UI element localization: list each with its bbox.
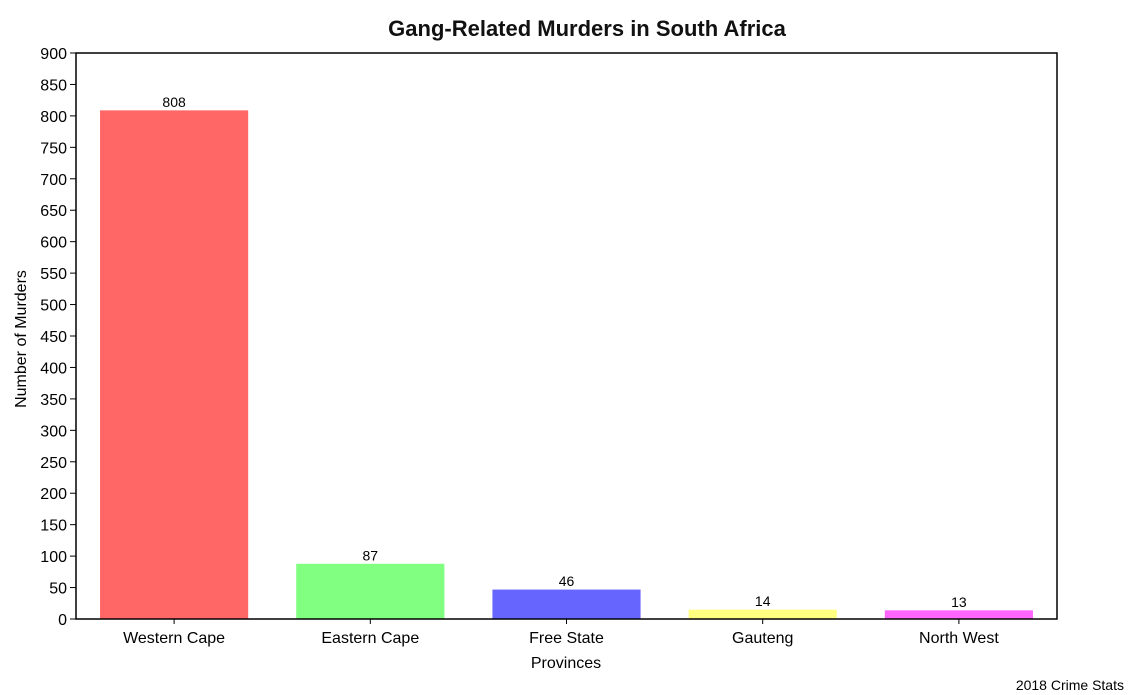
y-tick-label: 900	[40, 46, 67, 63]
y-tick-label: 500	[40, 298, 67, 315]
x-tick-label: Eastern Cape	[321, 630, 419, 647]
y-tick-label: 550	[40, 266, 67, 283]
x-tick-label: Free State	[529, 630, 604, 647]
bar	[296, 563, 445, 620]
data-label: 46	[559, 573, 575, 589]
data-label: 14	[755, 593, 771, 609]
bar	[884, 610, 1033, 620]
y-axis-title: Number of Murders	[13, 270, 30, 408]
y-tick-label: 600	[40, 235, 67, 252]
x-tick-label: Gauteng	[732, 630, 793, 647]
bars-layer: 808 87 46 14 13	[100, 94, 1033, 620]
y-tick-label: 0	[58, 612, 67, 629]
x-axis: Western Cape Eastern Cape Free State Gauten…	[123, 619, 999, 647]
plot-frame	[75, 52, 1058, 620]
y-tick-label: 850	[40, 77, 67, 94]
y-axis: 0 50 100 150 200 250 300 350 400 450 500 550 600 650 7…	[40, 46, 76, 629]
y-tick-label: 100	[40, 549, 67, 566]
bar	[492, 589, 641, 620]
data-label: 808	[162, 94, 186, 110]
y-tick-label: 150	[40, 518, 67, 535]
bar	[100, 110, 249, 620]
y-tick-label: 50	[49, 581, 67, 598]
data-label: 13	[951, 594, 967, 610]
y-tick-label: 650	[40, 203, 67, 220]
chart-title: Gang-Related Murders in South Africa	[388, 16, 786, 41]
y-tick-label: 700	[40, 172, 67, 189]
y-tick-label: 750	[40, 140, 67, 157]
x-axis-title: Provinces	[531, 655, 601, 672]
y-tick-label: 800	[40, 109, 67, 126]
y-tick-label: 400	[40, 360, 67, 377]
y-tick-label: 350	[40, 392, 67, 409]
y-tick-label: 200	[40, 486, 67, 503]
x-tick-label: Western Cape	[123, 630, 225, 647]
x-tick-label: North West	[919, 630, 999, 647]
chart-caption: 2018 Crime Stats	[1016, 677, 1124, 693]
bar	[688, 609, 837, 620]
y-tick-label: 450	[40, 329, 67, 346]
data-label: 87	[363, 547, 379, 563]
y-tick-label: 300	[40, 423, 67, 440]
y-tick-label: 250	[40, 455, 67, 472]
